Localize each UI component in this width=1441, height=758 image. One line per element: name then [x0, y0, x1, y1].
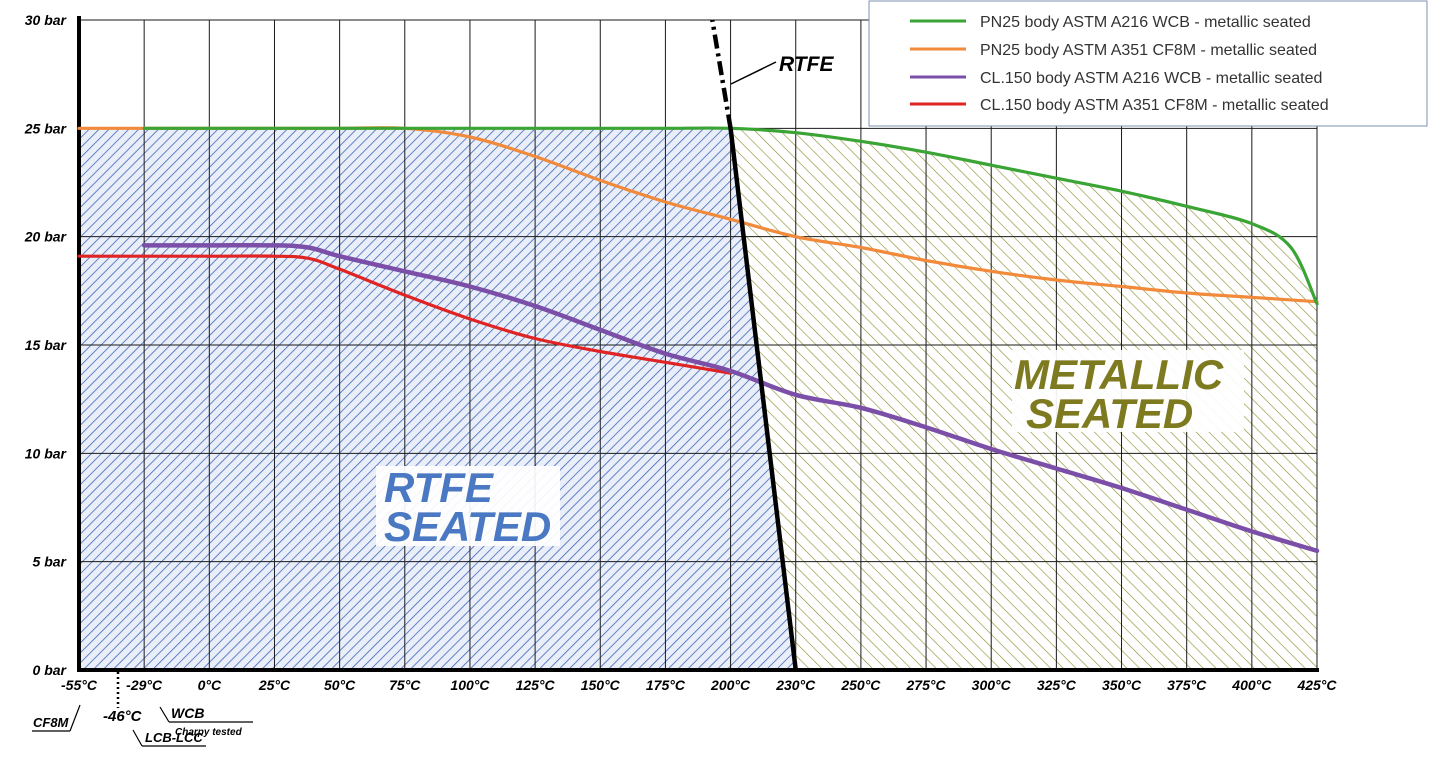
- note-minus46: -46°C: [103, 708, 143, 725]
- legend-item: PN25 body ASTM A351 CF8M - metallic seat…: [910, 42, 1317, 59]
- note-wcb: WCB: [171, 705, 204, 721]
- metallic-seated-label-line1: METALLIC: [1014, 351, 1224, 398]
- y-tick-label: 15 bar: [25, 337, 68, 353]
- rtfe-boundary-line: [728, 128, 798, 671]
- y-tick-label: 25 bar: [24, 120, 68, 136]
- rtfe-boundary: [710, 19, 798, 671]
- x-tick-label: 275°C: [906, 677, 947, 693]
- x-tick-label: -55°C: [61, 677, 98, 693]
- x-tick-label: -29°C: [126, 677, 163, 693]
- legend-item: CL.150 body ASTM A216 WCB - metallic sea…: [910, 70, 1322, 87]
- metallic-seated-label-line2: SEATED: [1026, 390, 1193, 437]
- metallic-label-backdrop: [1012, 350, 1244, 432]
- series-line-cl150-cf8m: [77, 254, 733, 375]
- x-tick-label: 175°C: [646, 677, 686, 693]
- rtfe-callout-leader: [730, 61, 777, 85]
- legend-item: PN25 body ASTM A216 WCB - metallic seate…: [910, 14, 1311, 31]
- rtfe-label-backdrop: [376, 466, 560, 546]
- x-tick-label: 125°C: [516, 677, 556, 693]
- rtfe-seated-label-line1: RTFE: [384, 464, 495, 511]
- y-tick-label: 5 bar: [33, 554, 68, 570]
- region-labels: RTFE SEATED METALLIC SEATED: [376, 350, 1244, 550]
- y-tick-label: 0 bar: [33, 662, 68, 678]
- x-tick-label: 375°C: [1167, 677, 1207, 693]
- legend-item: CL.150 body ASTM A351 CF8M - metallic se…: [910, 97, 1329, 114]
- legend-label: CL.150 body ASTM A216 WCB - metallic sea…: [980, 70, 1322, 87]
- x-tick-label: 230°C: [775, 677, 816, 693]
- x-tick-label: 75°C: [389, 677, 421, 693]
- cf8m-leader: [69, 704, 81, 732]
- temperature-notes: -46°C CF8M WCB Charpy tested LCB-LCC: [32, 672, 253, 747]
- rtfe-callout: RTFE: [730, 53, 834, 85]
- legend-label: CL.150 body ASTM A351 CF8M - metallic se…: [980, 97, 1329, 114]
- x-tick-label: 425°C: [1296, 677, 1337, 693]
- x-tick-label: 25°C: [258, 677, 291, 693]
- series-lines: [77, 126, 1320, 554]
- x-tick-label: 300°C: [972, 677, 1012, 693]
- rtfe-seated-region: [79, 128, 796, 671]
- rtfe-seated-label-line2: SEATED: [384, 503, 551, 550]
- series-line-cl150-wcb: [141, 242, 1320, 554]
- x-tick-label: 325°C: [1037, 677, 1077, 693]
- legend-label: PN25 body ASTM A351 CF8M - metallic seat…: [980, 42, 1317, 59]
- y-tick-label: 30 bar: [25, 12, 68, 28]
- lcb-leader: [132, 729, 143, 747]
- x-tick-label: 150°C: [581, 677, 621, 693]
- y-tick-label: 10 bar: [25, 445, 68, 461]
- y-tick-label: 20 bar: [24, 229, 68, 245]
- x-tick-label: 50°C: [324, 677, 356, 693]
- x-tick-label: 350°C: [1102, 677, 1142, 693]
- note-lcb-lcc: LCB-LCC: [145, 730, 203, 745]
- note-cf8m: CF8M: [33, 715, 70, 730]
- series-line-pn25-wcb: [142, 126, 1319, 306]
- axes: -55°C -29°C 0°C 25°C 50°C 75°C 100°C 125°C 150°C…: [24, 12, 1338, 693]
- rtfe-callout-label: RTFE: [779, 53, 834, 76]
- x-tick-label: 200°C: [710, 677, 751, 693]
- rtfe-boundary-extension: [710, 19, 733, 129]
- note-charpy: Charpy tested: [175, 727, 243, 738]
- x-tick-label: 250°C: [840, 677, 881, 693]
- x-tick-label: 400°C: [1231, 677, 1272, 693]
- x-tick-label: 100°C: [450, 677, 490, 693]
- x-tick-label: 0°C: [198, 677, 222, 693]
- legend: PN25 body ASTM A216 WCB - metallic seate…: [868, 0, 1428, 127]
- legend-label: PN25 body ASTM A216 WCB - metallic seate…: [980, 14, 1311, 31]
- wcb-leader: [159, 706, 170, 723]
